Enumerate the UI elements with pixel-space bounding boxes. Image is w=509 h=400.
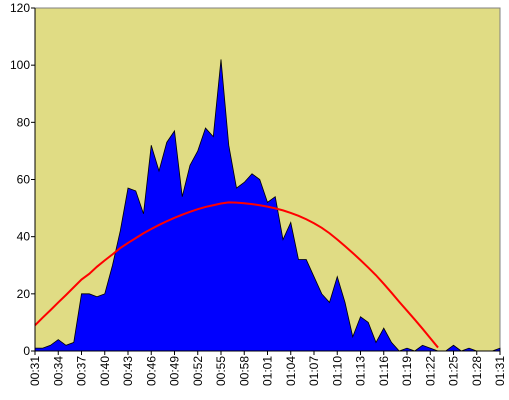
x-tick-label: 01:22 [423, 356, 437, 386]
x-tick-label: 00:40 [98, 356, 112, 386]
x-tick-label: 01:19 [400, 356, 414, 386]
x-tick-label: 00:37 [75, 356, 89, 386]
x-tick-label: 00:49 [168, 356, 182, 386]
x-tick-label: 01:25 [447, 356, 461, 386]
x-tick-label: 00:31 [28, 356, 42, 386]
x-tick-label: 00:55 [214, 356, 228, 386]
x-tick-label: 00:58 [237, 356, 251, 386]
x-tick-label: 01:31 [493, 356, 507, 386]
y-tick-label: 20 [17, 287, 31, 301]
x-tick-label: 01:16 [377, 356, 391, 386]
x-tick-label: 00:52 [191, 356, 205, 386]
y-tick-label: 80 [17, 115, 31, 129]
y-tick-label: 100 [10, 58, 30, 72]
x-tick-label: 01:01 [261, 356, 275, 386]
x-tick-label: 01:04 [284, 356, 298, 386]
x-tick-label: 00:43 [121, 356, 135, 386]
x-tick-label: 00:34 [51, 356, 65, 386]
y-tick-label: 120 [10, 1, 30, 15]
x-tick-label: 01:10 [330, 356, 344, 386]
x-tick-label: 01:28 [470, 356, 484, 386]
y-tick-label: 60 [17, 173, 31, 187]
area [34, 59, 501, 352]
line [34, 201, 439, 349]
y-tick-label: 0 [23, 344, 30, 358]
x-tick-label: 00:46 [144, 356, 158, 386]
x-tick-label: 01:07 [307, 356, 321, 386]
x-tick-label: 01:13 [354, 356, 368, 386]
y-tick-label: 40 [17, 230, 31, 244]
